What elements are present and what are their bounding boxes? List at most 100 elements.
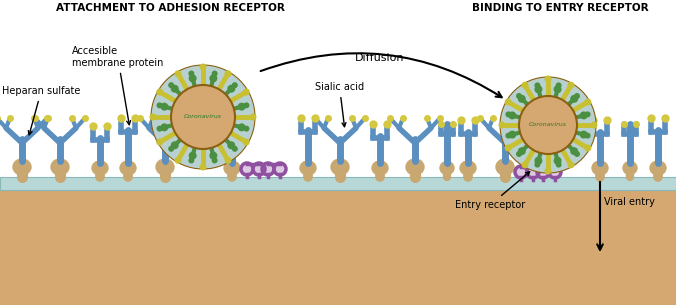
Circle shape bbox=[232, 146, 238, 152]
Circle shape bbox=[500, 77, 596, 173]
Ellipse shape bbox=[156, 159, 174, 175]
Circle shape bbox=[168, 82, 174, 88]
Circle shape bbox=[535, 82, 540, 88]
Bar bbox=[0, 177, 676, 305]
Circle shape bbox=[570, 147, 578, 155]
Circle shape bbox=[584, 99, 592, 106]
Circle shape bbox=[156, 138, 163, 145]
Circle shape bbox=[518, 147, 526, 155]
Circle shape bbox=[171, 141, 178, 149]
Circle shape bbox=[567, 161, 575, 168]
Circle shape bbox=[585, 133, 591, 138]
Circle shape bbox=[210, 152, 218, 160]
Ellipse shape bbox=[331, 159, 349, 175]
Circle shape bbox=[171, 85, 235, 149]
Circle shape bbox=[189, 70, 195, 77]
Circle shape bbox=[243, 126, 249, 132]
Circle shape bbox=[232, 82, 238, 88]
Circle shape bbox=[156, 88, 163, 95]
Circle shape bbox=[580, 131, 587, 138]
Circle shape bbox=[189, 74, 197, 82]
Ellipse shape bbox=[300, 161, 316, 175]
Circle shape bbox=[212, 70, 218, 77]
Ellipse shape bbox=[496, 159, 514, 175]
Circle shape bbox=[274, 163, 286, 175]
Circle shape bbox=[199, 163, 206, 170]
Circle shape bbox=[249, 113, 256, 120]
Circle shape bbox=[149, 113, 157, 120]
Circle shape bbox=[521, 82, 529, 89]
Circle shape bbox=[243, 102, 249, 108]
Ellipse shape bbox=[460, 161, 476, 175]
Circle shape bbox=[537, 166, 549, 178]
Circle shape bbox=[160, 123, 168, 131]
Circle shape bbox=[212, 157, 218, 163]
Circle shape bbox=[241, 163, 253, 175]
Circle shape bbox=[189, 157, 195, 163]
Circle shape bbox=[498, 121, 506, 128]
Circle shape bbox=[157, 102, 162, 108]
Circle shape bbox=[515, 166, 527, 178]
Text: BINDING TO ENTRY RECEPTOR: BINDING TO ENTRY RECEPTOR bbox=[472, 3, 648, 13]
Circle shape bbox=[508, 131, 516, 138]
Circle shape bbox=[574, 93, 580, 99]
Text: ATTACHMENT TO ADHESION RECEPTOR: ATTACHMENT TO ADHESION RECEPTOR bbox=[55, 3, 285, 13]
Text: Viral entry: Viral entry bbox=[604, 197, 655, 207]
Text: Coronavirus: Coronavirus bbox=[184, 114, 222, 120]
Circle shape bbox=[227, 141, 235, 149]
Circle shape bbox=[527, 166, 539, 178]
Ellipse shape bbox=[650, 161, 666, 175]
Ellipse shape bbox=[623, 162, 637, 174]
Circle shape bbox=[224, 70, 231, 77]
Circle shape bbox=[535, 162, 540, 168]
Circle shape bbox=[151, 65, 255, 169]
Text: Heparan sulfate: Heparan sulfate bbox=[2, 86, 80, 135]
Circle shape bbox=[556, 82, 562, 88]
Circle shape bbox=[199, 63, 206, 70]
Circle shape bbox=[556, 162, 562, 168]
Circle shape bbox=[516, 93, 522, 99]
Ellipse shape bbox=[92, 161, 108, 175]
Ellipse shape bbox=[13, 159, 31, 175]
Ellipse shape bbox=[51, 159, 69, 175]
Circle shape bbox=[554, 85, 562, 93]
Circle shape bbox=[160, 103, 168, 111]
Circle shape bbox=[544, 76, 552, 82]
Circle shape bbox=[243, 138, 250, 145]
Text: Sialic acid: Sialic acid bbox=[315, 82, 364, 127]
Circle shape bbox=[243, 88, 250, 95]
Circle shape bbox=[585, 111, 591, 117]
Circle shape bbox=[580, 111, 587, 120]
Circle shape bbox=[519, 96, 577, 154]
Circle shape bbox=[262, 163, 274, 175]
Ellipse shape bbox=[592, 161, 608, 175]
Circle shape bbox=[224, 157, 231, 164]
Ellipse shape bbox=[440, 162, 454, 174]
Text: Diffusion: Diffusion bbox=[356, 53, 405, 63]
Circle shape bbox=[570, 95, 578, 103]
Text: Entry receptor: Entry receptor bbox=[455, 172, 530, 210]
Circle shape bbox=[168, 146, 174, 152]
Circle shape bbox=[227, 85, 235, 93]
Circle shape bbox=[238, 123, 245, 131]
Circle shape bbox=[535, 85, 542, 93]
Ellipse shape bbox=[120, 161, 136, 175]
Text: Accesible
membrane protein: Accesible membrane protein bbox=[72, 46, 164, 125]
Circle shape bbox=[174, 157, 181, 164]
Circle shape bbox=[253, 163, 265, 175]
Circle shape bbox=[521, 161, 529, 168]
Circle shape bbox=[505, 145, 512, 152]
Circle shape bbox=[535, 157, 542, 165]
Circle shape bbox=[591, 121, 598, 128]
Circle shape bbox=[518, 95, 526, 103]
Circle shape bbox=[171, 85, 178, 93]
Circle shape bbox=[157, 126, 162, 132]
Circle shape bbox=[567, 82, 575, 89]
Circle shape bbox=[544, 167, 552, 174]
Ellipse shape bbox=[224, 161, 240, 175]
Circle shape bbox=[189, 152, 197, 160]
Circle shape bbox=[210, 74, 218, 82]
Circle shape bbox=[238, 103, 245, 111]
Bar bbox=[0, 177, 676, 190]
Circle shape bbox=[174, 70, 181, 77]
